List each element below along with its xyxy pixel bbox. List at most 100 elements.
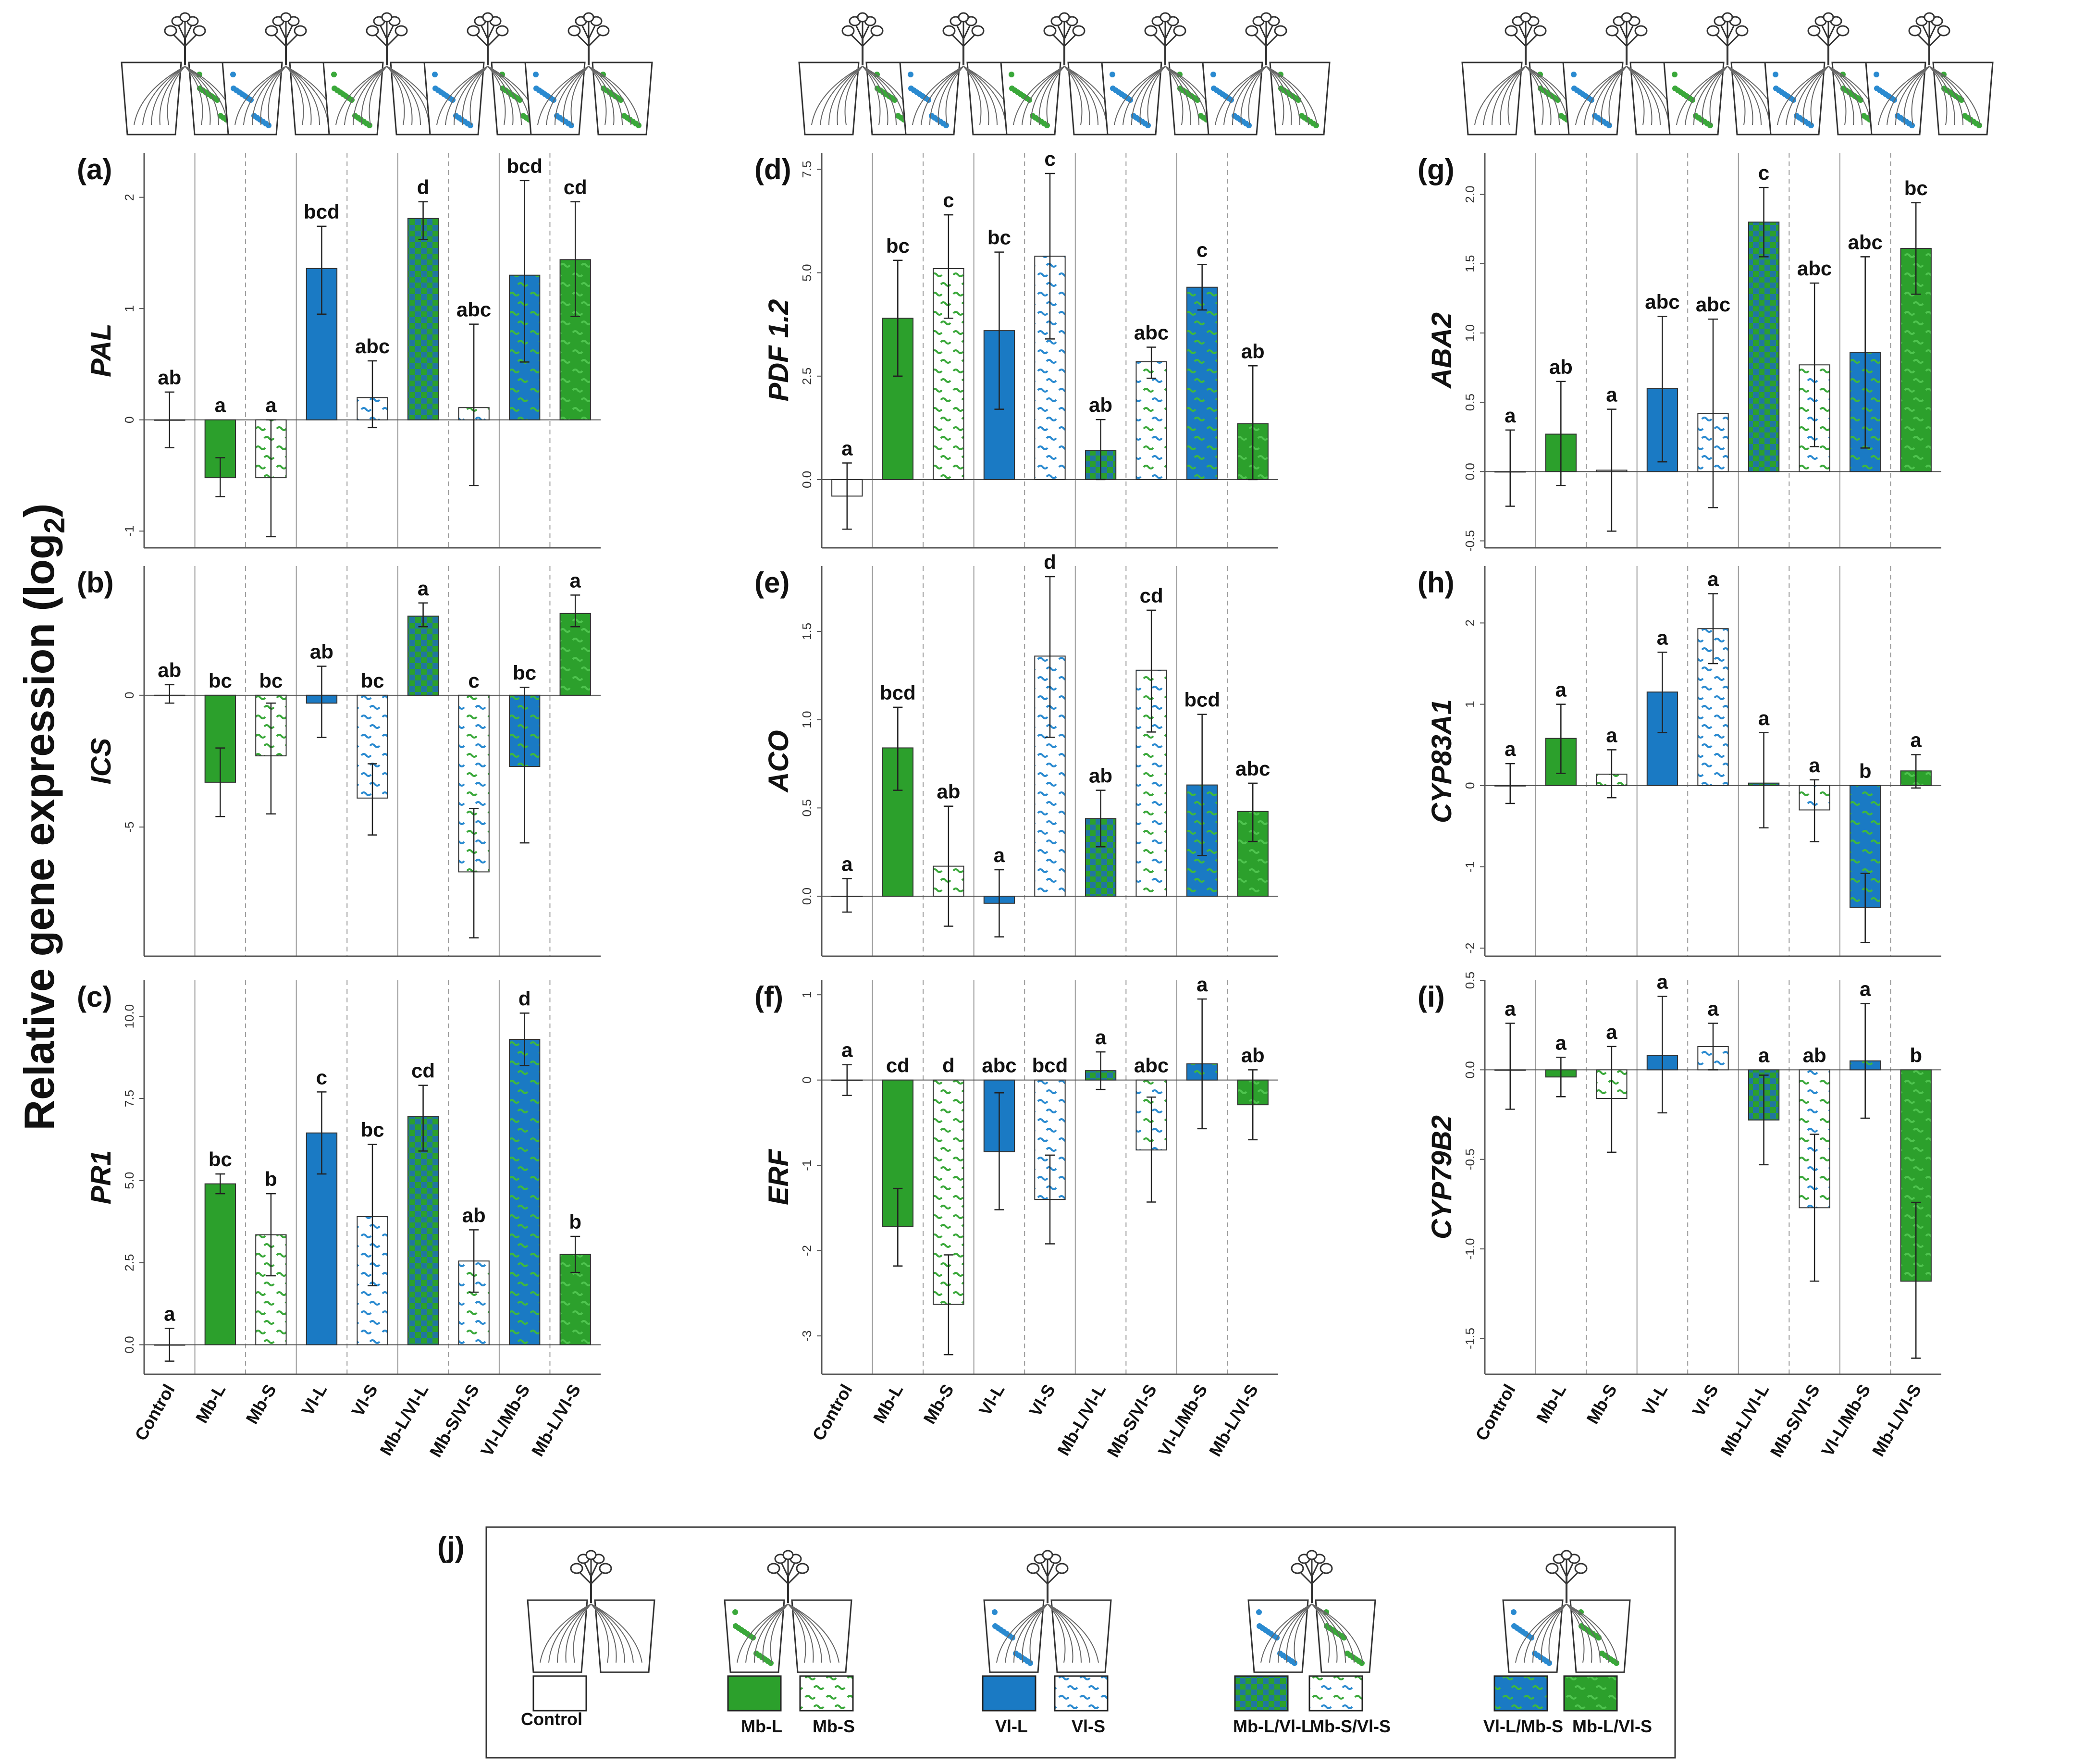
category-label: Vl-L <box>297 1381 331 1419</box>
y-tick-label: 5.0 <box>122 1172 136 1189</box>
root <box>1311 1604 1330 1663</box>
root <box>252 66 286 125</box>
fungal-dot <box>1009 86 1015 91</box>
plant-icon <box>1706 12 1749 66</box>
fungal-dot <box>331 72 337 77</box>
category-label: Mb-L/Vl-S <box>1868 1381 1925 1460</box>
root <box>285 66 320 125</box>
root <box>243 66 286 125</box>
significance-letter: cd <box>564 176 587 198</box>
fungal-dot <box>1599 1651 1605 1656</box>
root <box>591 1604 617 1663</box>
y-tick-label: -3 <box>800 1331 814 1342</box>
pot-pair <box>983 1550 1112 1673</box>
root <box>1532 1604 1567 1663</box>
significance-letter: a <box>1707 997 1719 1020</box>
plant-icon <box>1545 1550 1588 1604</box>
root <box>185 66 228 125</box>
significance-letter: a <box>1606 1021 1617 1043</box>
root <box>811 66 863 125</box>
root <box>142 66 185 125</box>
significance-letter: ab <box>1241 1044 1265 1066</box>
root <box>1223 66 1267 125</box>
significance-letter: a <box>1095 1026 1107 1049</box>
legend-swatch <box>799 1675 854 1712</box>
root <box>737 1604 789 1663</box>
root <box>754 1604 789 1663</box>
plant-icon <box>1144 12 1186 66</box>
y-tick-label: 0.5 <box>1463 972 1477 989</box>
plant-icon <box>841 12 884 66</box>
root <box>1525 66 1544 125</box>
root <box>1029 1604 1048 1663</box>
fungal-dot <box>1874 72 1879 77</box>
root <box>1474 66 1526 125</box>
significance-letter: a <box>1555 678 1567 701</box>
root <box>1266 66 1318 125</box>
root <box>862 66 888 125</box>
root <box>285 66 304 125</box>
root <box>862 66 881 125</box>
significance-letter: abc <box>456 298 491 321</box>
root <box>588 66 607 125</box>
significance-letter: abc <box>1696 293 1730 316</box>
root <box>1047 1604 1099 1663</box>
root <box>963 66 982 125</box>
root <box>820 66 863 125</box>
root <box>788 1604 839 1663</box>
fungal-dot <box>1672 86 1678 91</box>
fungal-dot <box>1198 113 1204 119</box>
significance-letter: a <box>1505 404 1516 427</box>
root <box>386 66 413 125</box>
significance-letter: bcd <box>1184 689 1220 711</box>
significance-letter: a <box>841 852 853 875</box>
bar <box>1034 1079 1066 1200</box>
root <box>1929 66 1948 125</box>
significance-letter: a <box>1911 728 1922 751</box>
significance-letter: bc <box>513 661 536 684</box>
gene-label: ICS <box>86 738 117 784</box>
y-tick-label: -1 <box>800 1160 814 1171</box>
root <box>996 1604 1048 1663</box>
fungal-dot <box>908 86 914 91</box>
root <box>487 66 506 125</box>
significance-letter: bcd <box>304 200 340 223</box>
significance-letter: ab <box>1241 340 1265 362</box>
root <box>1165 66 1191 125</box>
root <box>159 66 185 125</box>
root <box>546 66 589 125</box>
legend-label: Mb-S/Vl-S <box>1310 1716 1391 1736</box>
pot-pair <box>1202 12 1331 136</box>
plant-icon <box>1807 12 1850 66</box>
bar <box>458 694 490 873</box>
root <box>1566 1604 1601 1663</box>
root <box>1500 66 1526 125</box>
root <box>963 66 989 125</box>
root <box>788 1604 806 1663</box>
root <box>1047 1604 1073 1663</box>
root <box>1064 66 1098 125</box>
panel-label: (b) <box>77 567 114 599</box>
root <box>454 66 488 125</box>
significance-letter: b <box>1910 1044 1922 1066</box>
fungal-dot <box>895 113 901 119</box>
fungal-dot <box>1511 1623 1517 1629</box>
legend-swatch <box>1054 1675 1109 1712</box>
root <box>1064 66 1090 125</box>
root <box>1139 66 1166 125</box>
root <box>1548 1604 1567 1663</box>
y-tick-label: 2.5 <box>122 1254 136 1271</box>
significance-letter: ab <box>1089 394 1112 416</box>
root <box>469 66 488 125</box>
root <box>386 66 405 125</box>
y-tick-label: 1 <box>122 305 136 312</box>
plant-icon <box>164 12 206 66</box>
pot-pair <box>527 1550 655 1673</box>
significance-letter: a <box>1657 626 1668 649</box>
root <box>1492 66 1526 125</box>
gene-label: PR1 <box>86 1150 117 1205</box>
fungal-dot <box>992 1609 998 1615</box>
fungal-dot <box>1571 86 1577 91</box>
legend-swatch <box>1234 1675 1289 1712</box>
